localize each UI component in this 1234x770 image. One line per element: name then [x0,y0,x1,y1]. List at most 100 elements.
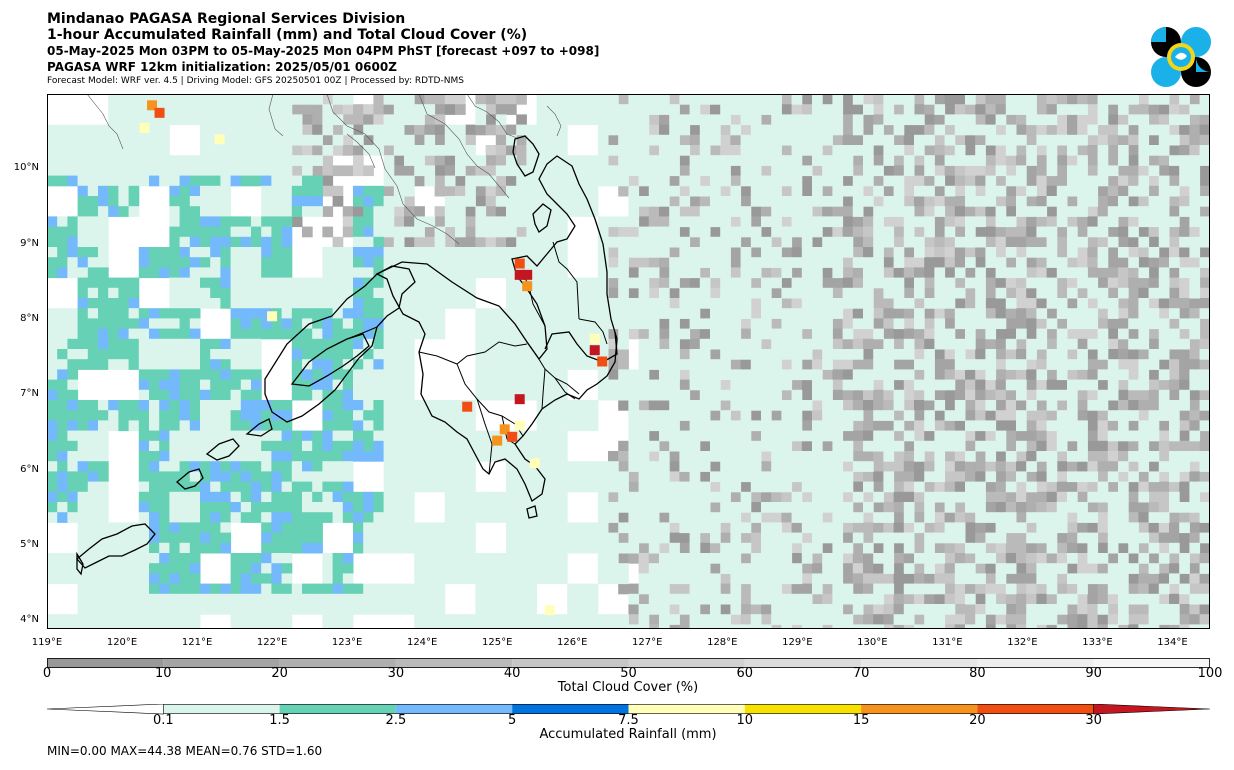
map-grid-cell [812,593,823,605]
map-grid-cell [924,451,935,462]
map-grid-cell [863,522,874,534]
map-grid-cell [98,155,109,166]
map-grid-cell [332,604,344,615]
map-grid-cell [771,491,782,503]
map-grid-cell [506,583,517,595]
map-grid-cell [750,542,762,554]
map-grid-cell [801,267,813,279]
map-grid-cell [149,420,160,432]
map-grid-cell [914,532,925,544]
map-grid-cell [679,338,691,350]
map-grid-cell [546,206,558,217]
map-grid-cell [363,349,374,360]
map-grid-cell [934,185,946,197]
map-grid-cell [383,114,395,126]
map-grid-cell [710,145,721,156]
map-grid-cell [475,563,487,574]
map-grid-cell [1148,583,1160,595]
map-grid-cell [414,145,425,156]
map-grid-cell [1087,114,1099,126]
map-grid-cell [944,236,956,248]
map-grid-cell [852,563,864,574]
map-grid-cell [536,379,548,391]
map-grid-cell [353,542,364,554]
map-grid-cell [1026,420,1037,432]
map-grid-cell [240,236,252,248]
map-grid-cell [251,624,262,629]
map-grid-cell [944,481,956,493]
map-grid-cell [393,451,405,462]
map-grid-cell [1158,491,1170,503]
map-grid-cell [414,114,425,126]
map-grid-cell [812,502,823,513]
map-grid-cell [475,94,487,105]
map-grid-cell [781,604,793,615]
map-grid-cell [536,369,548,381]
map-grid-cell [914,563,925,574]
map-grid-cell [87,257,99,268]
map-grid-cell [781,583,793,595]
map-grid-cell [669,389,680,401]
map-grid-cell [47,491,58,503]
map-grid-cell [699,175,711,187]
map-grid-cell [424,328,436,340]
map-grid-cell [159,451,170,462]
map-grid-cell [251,267,262,279]
map-grid-cell [251,379,262,391]
map-grid-cell [434,318,446,330]
map-grid-cell [924,573,935,585]
map-grid-cell [159,593,170,605]
map-grid-cell [404,471,415,483]
map-grid-cell [771,165,782,177]
map-grid-cell [954,94,966,105]
map-grid-cell [985,145,997,156]
map-grid-cell [57,624,68,629]
map-grid-cell [108,94,119,105]
map-grid-cell [669,542,680,554]
map-grid-cell [659,124,670,136]
map-grid-cell [618,318,629,330]
map-grid-cell [118,196,130,207]
map-grid-cell [618,134,629,146]
map-grid-cell [985,410,997,421]
map-grid-cell [516,502,527,513]
map-grid-cell [975,604,986,615]
map-grid-cell [149,624,160,629]
map-grid-cell [699,440,711,452]
map-grid-cell [57,318,68,330]
map-grid-cell [659,318,670,330]
map-grid-cell [985,583,997,595]
map-grid-cell [689,267,701,279]
map-grid-cell [567,318,578,330]
map-grid-cell [210,338,221,350]
map-grid-cell [332,502,344,513]
map-grid-cell [659,420,670,432]
map-grid-cell [689,247,701,258]
map-grid-cell [169,287,181,299]
map-grid-cell [159,614,170,625]
map-grid-cell [740,155,752,166]
map-grid-cell [200,522,211,534]
map-grid-cell [557,267,568,279]
map-grid-cell [801,481,813,493]
map-grid-cell [883,175,895,187]
map-grid-cell [312,604,323,615]
map-grid-cell [444,481,456,493]
map-grid-cell [291,583,303,595]
map-grid-cell [648,175,660,187]
map-grid-cell [740,471,752,483]
map-grid-cell [1158,104,1170,115]
map-grid-cell [240,502,252,513]
map-grid-cell [883,216,895,228]
map-grid-cell [424,563,436,574]
map-grid-cell [750,175,762,187]
map-grid-cell [373,104,385,115]
map-grid-cell [455,502,466,513]
map-grid-cell [220,287,232,299]
map-grid-cell [465,257,476,268]
map-grid-cell [1005,430,1017,442]
map-grid-cell [312,430,323,442]
map-grid-cell [455,226,466,238]
map-grid-cell [271,216,283,228]
map-grid-cell [322,369,334,381]
